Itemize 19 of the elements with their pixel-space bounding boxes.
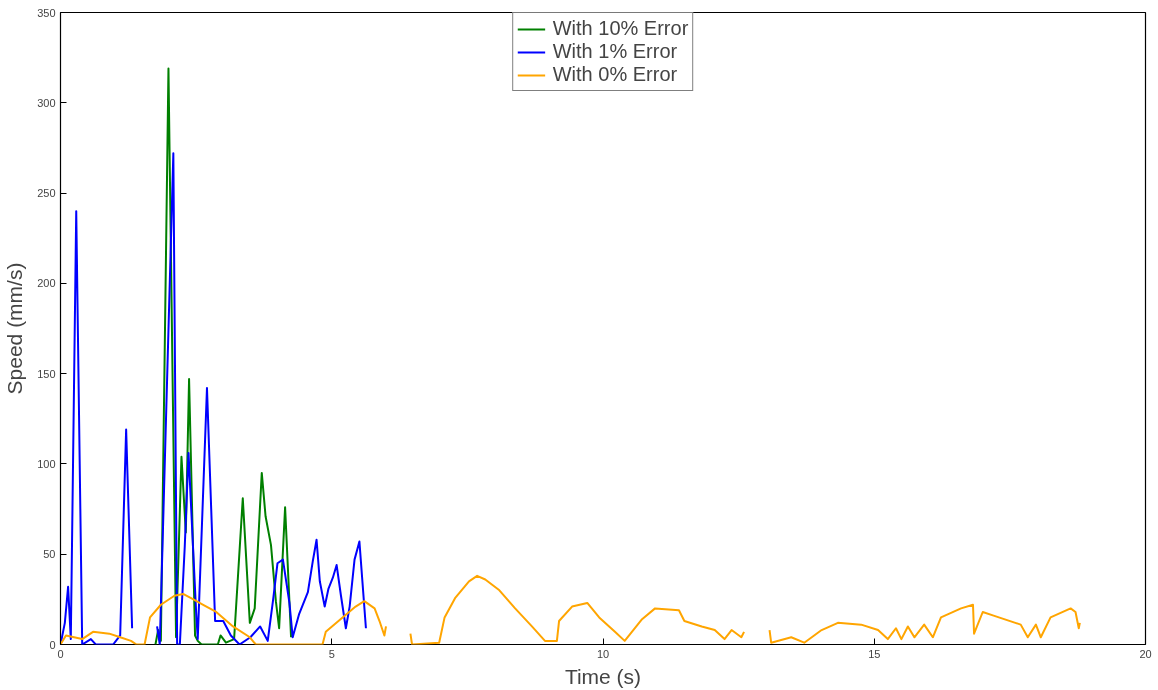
x-tick-label: 5: [328, 647, 335, 660]
legend-label: With 1% Error: [552, 40, 678, 63]
y-axis-title: Speed (mm/s): [3, 262, 27, 395]
y-tick-label: 200: [37, 277, 56, 290]
x-axis-title: Time (s): [564, 664, 642, 688]
y-tick-label: 100: [37, 457, 56, 470]
y-tick-label: 300: [37, 96, 56, 109]
y-tick-label: 0: [49, 638, 56, 651]
line-series: [154, 67, 293, 645]
x-tick-label: 15: [868, 647, 881, 660]
y-tick-label: 350: [37, 6, 56, 19]
y-tick-label: 250: [37, 187, 56, 200]
y-tick-label: 50: [43, 548, 56, 561]
x-tick-label: 20: [1139, 647, 1152, 660]
legend-label: With 10% Error: [552, 17, 689, 40]
x-tick-label: 0: [57, 647, 64, 660]
x-tick-label: 10: [596, 647, 610, 660]
legend-label: With 0% Error: [552, 63, 678, 86]
y-tick-label: 150: [37, 367, 56, 380]
